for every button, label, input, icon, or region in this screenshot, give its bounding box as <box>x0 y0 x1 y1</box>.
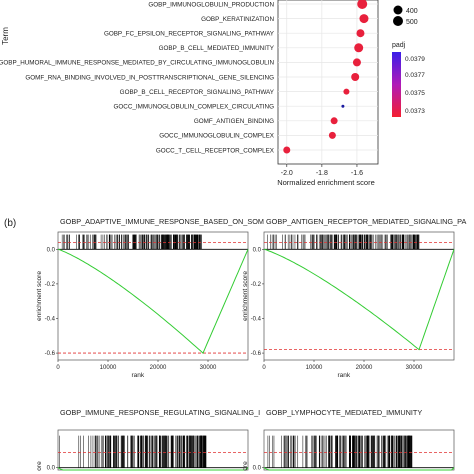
dotplot-point <box>328 131 336 139</box>
dotplot-x-tick-label: -2.0 <box>281 170 293 177</box>
dotplot-panel: GOBP_IMMUNOGLOBULIN_PRODUCTION GOBP_KERAT… <box>0 0 425 187</box>
dotplot-term-label: GOCC_IMMUNOGLOBULIN_COMPLEX_CIRCULATING <box>114 104 275 111</box>
dotplot-point <box>357 0 368 9</box>
gsea-x-tick-label: 0 <box>262 365 266 371</box>
gsea-hit-barcode <box>267 435 413 468</box>
gsea-y-axis-label: enrichment score <box>36 271 43 321</box>
color-legend: padj 0.0379 0.0377 0.0375 0.0373 <box>392 42 425 117</box>
gsea-running-es-curve <box>57 248 249 354</box>
size-legend: 400 500 <box>393 5 418 26</box>
dotplot-term-label: GOBP_B_CELL_MEDIATED_IMMUNITY <box>159 45 275 52</box>
dotplot-point <box>343 88 350 95</box>
gsea-y-tick-label: -0.4 <box>251 316 262 322</box>
size-legend-label-400: 400 <box>406 8 418 15</box>
gsea-running-es-curve <box>263 248 455 351</box>
gsea-x-axis-label: rank <box>131 372 144 379</box>
dotplot-term-label: GOBP_HUMORAL_IMMUNE_RESPONSE_MEDIATED_BY… <box>0 60 274 67</box>
gsea-y-tick-label: -0.6 <box>251 351 262 357</box>
dotplot-plot-area <box>277 0 379 165</box>
gsea-y-axis-label: ore <box>242 461 249 471</box>
dotplot-x-axis-label: Normalized enrichment score <box>277 178 375 187</box>
gsea-y-tick-label: -0.6 <box>45 351 56 357</box>
dotplot-point <box>359 14 369 24</box>
gsea-plot-area <box>57 231 249 361</box>
dotplot-point <box>354 43 364 53</box>
color-legend-tick-3: 0.0373 <box>405 108 425 115</box>
gsea-x-tick-label: 30000 <box>200 365 217 371</box>
gsea-running-es-curve <box>263 467 455 471</box>
gsea-y-axis-label: ore <box>36 461 43 471</box>
gsea-title: GOBP_IMMUNE_RESPONSE_REGULATING_SIGNALIN… <box>60 408 260 417</box>
gsea-y-tick-label: -0.2 <box>251 282 262 288</box>
size-legend-dot-500 <box>393 16 403 26</box>
gsea-y-tick-label: 0.0 <box>47 466 56 472</box>
gsea-y-tick-label: 0.0 <box>253 466 262 472</box>
dotplot-term-label: GOCC_T_CELL_RECEPTOR_COMPLEX <box>156 147 275 154</box>
gsea-x-axis-label: rank <box>337 372 350 379</box>
gsea-running-es-curve <box>57 467 249 471</box>
gsea-hit-barcode <box>267 234 420 250</box>
color-legend-title: padj <box>392 42 406 49</box>
dotplot-point <box>341 104 345 108</box>
dotplot-point <box>330 117 338 125</box>
panel-b-label: (b) <box>4 218 16 229</box>
dotplot-x-tick-label: -1.6 <box>351 170 363 177</box>
gsea-panel-adaptive-immune-response: GOBP_ADAPTIVE_IMMUNE_RESPONSE_BASED_ON_S… <box>36 217 264 379</box>
gsea-panel-immune-response-regulating: GOBP_IMMUNE_RESPONSE_REGULATING_SIGNALIN… <box>36 408 260 472</box>
color-legend-tick-1: 0.0377 <box>405 72 425 79</box>
gsea-y-tick-label: 0.0 <box>253 247 262 253</box>
dotplot-point <box>351 73 360 81</box>
gsea-x-tick-label: 10000 <box>100 365 117 371</box>
dotplot-point <box>352 58 361 67</box>
gsea-plot-area <box>263 231 455 361</box>
dotplot-term-label: GOMF_ANTIGEN_BINDING <box>194 118 274 125</box>
gsea-y-tick-label: -0.2 <box>45 282 56 288</box>
gsea-x-tick-label: 0 <box>56 365 60 371</box>
dotplot-term-label: GOBP_KERATINIZATION <box>201 16 274 23</box>
dotplot-term-label: GOBP_IMMUNOGLOBULIN_PRODUCTION <box>148 1 274 8</box>
gsea-panel-lymphocyte-mediated-immunity: GOBP_LYMPHOCYTE_MEDIATED_IMMUNITY 0.0 ore <box>242 408 455 472</box>
size-legend-dot-400 <box>393 5 403 15</box>
color-legend-tick-2: 0.0375 <box>405 90 425 97</box>
dotplot-point <box>356 29 365 38</box>
gsea-title: GOBP_ADAPTIVE_IMMUNE_RESPONSE_BASED_ON_S… <box>60 217 264 226</box>
gsea-hit-barcode <box>59 435 207 468</box>
gsea-title: GOBP_LYMPHOCYTE_MEDIATED_IMMUNITY <box>266 408 422 417</box>
gsea-hit-barcode <box>61 234 202 250</box>
size-legend-label-500: 500 <box>406 19 418 26</box>
dotplot-y-axis-label: Term <box>1 27 10 45</box>
gsea-x-tick-label: 20000 <box>150 365 167 371</box>
gsea-title: GOBP_ANTIGEN_RECEPTOR_MEDIATED_SIGNALING… <box>266 217 466 226</box>
dotplot-term-label: GOMF_RNA_BINDING_INVOLVED_IN_POSTTRANSCR… <box>25 74 274 81</box>
dotplot-point <box>283 146 291 154</box>
gsea-y-axis-label: enrichment score <box>242 271 249 321</box>
dotplot-x-tick-label: -1.8 <box>316 170 328 177</box>
gsea-panel-antigen-receptor-signaling: GOBP_ANTIGEN_RECEPTOR_MEDIATED_SIGNALING… <box>242 217 466 379</box>
dotplot-term-label: GOBP_B_CELL_RECEPTOR_SIGNALING_PATHWAY <box>120 89 275 96</box>
gsea-y-tick-label: 0.0 <box>47 247 56 253</box>
gsea-x-tick-label: 20000 <box>356 365 373 371</box>
color-legend-tick-0: 0.0379 <box>405 56 425 63</box>
color-legend-bar <box>392 52 401 117</box>
dotplot-term-label: GOBP_FC_EPSILON_RECEPTOR_SIGNALING_PATHW… <box>104 31 275 38</box>
gsea-x-tick-label: 30000 <box>406 365 423 371</box>
dotplot-term-label: GOCC_IMMUNOGLOBULIN_COMPLEX <box>159 133 275 140</box>
gsea-x-tick-label: 10000 <box>306 365 323 371</box>
gsea-y-tick-label: -0.4 <box>45 316 56 322</box>
